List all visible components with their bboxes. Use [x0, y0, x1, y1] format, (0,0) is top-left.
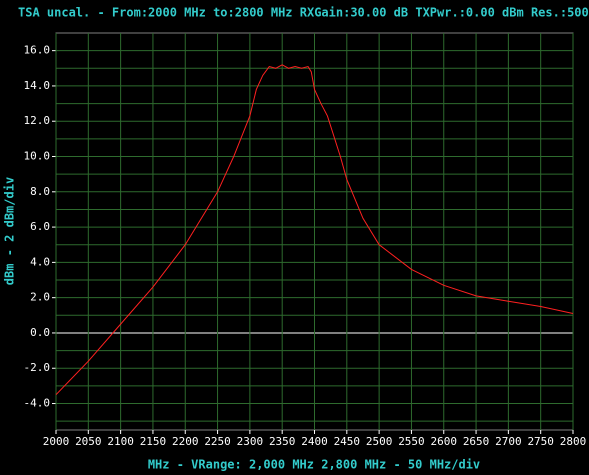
x-tick-label: 2500: [366, 435, 393, 448]
y-tick-label: 14.0: [24, 79, 51, 92]
trace-line: [55, 64, 574, 396]
x-tick-label: 2550: [398, 435, 425, 448]
y-tick-label: 16.0: [24, 44, 51, 57]
x-tick-label: 2350: [269, 435, 296, 448]
chart-title: TSA uncal. - From:2000 MHz to:2800 MHz R…: [18, 6, 589, 20]
y-tick-label: 2.0: [30, 291, 50, 304]
x-tick-label: 2600: [431, 435, 458, 448]
x-tick-label: 2150: [140, 435, 167, 448]
y-tick-label: 6.0: [30, 220, 50, 233]
y-tick-label: -2.0: [24, 361, 51, 374]
y-tick-label: -4.0: [24, 397, 51, 410]
x-tick-label: 2200: [172, 435, 199, 448]
x-tick-label: 2800: [560, 435, 587, 448]
x-axis-label: MHz - VRange: 2,000 MHz 2,800 MHz - 50 M…: [148, 458, 480, 472]
y-tick-label: 4.0: [30, 255, 50, 268]
y-tick-label: 8.0: [30, 185, 50, 198]
x-tick-label: 2700: [495, 435, 522, 448]
x-tick-label: 2250: [204, 435, 231, 448]
y-axis-label: dBm - 2 dBm/div: [3, 177, 17, 285]
x-tick-label: 2650: [463, 435, 490, 448]
x-tick-label: 2300: [237, 435, 264, 448]
y-tick-label: 12.0: [24, 114, 51, 127]
x-tick-label: 2750: [527, 435, 554, 448]
x-tick-label: 2100: [107, 435, 134, 448]
x-tick-label: 2000: [43, 435, 70, 448]
x-tick-label: 2050: [75, 435, 102, 448]
y-tick-label: 0.0: [30, 326, 50, 339]
x-tick-label: 2450: [334, 435, 361, 448]
y-tick-label: 10.0: [24, 150, 51, 163]
x-tick-label: 2400: [301, 435, 328, 448]
